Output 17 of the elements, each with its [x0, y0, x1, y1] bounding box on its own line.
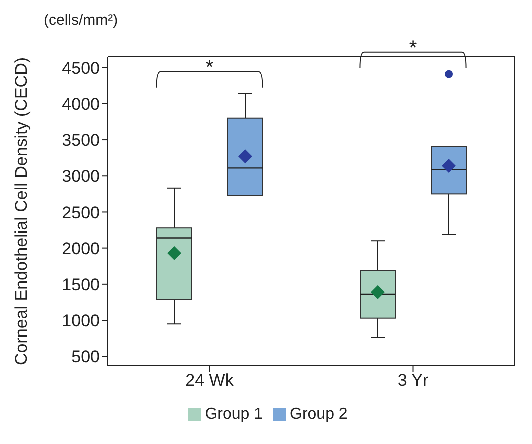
- text: (cells/mm²): [44, 12, 118, 29]
- y-tick-label: 1000: [62, 312, 100, 331]
- y-tick-label: 1500: [62, 275, 100, 294]
- y-tick-label: 2500: [62, 203, 100, 222]
- x-tick-label: 3 Yr: [398, 371, 430, 390]
- y-tick-label: 4000: [62, 94, 100, 114]
- y-tick-label: 3000: [62, 167, 100, 186]
- y-axis-title: Corneal Endothelial Cell Density (CECD): [12, 57, 32, 366]
- y-tick-label: 3500: [62, 131, 100, 150]
- legend-label: Group 2: [290, 406, 348, 423]
- legend-label: Group 1: [205, 406, 263, 423]
- y-tick-label: 2000: [62, 239, 100, 258]
- y-tick-label: 500: [72, 348, 100, 367]
- annotation: *: [206, 56, 214, 79]
- annotation: *: [409, 37, 418, 60]
- y-tick-label: 4500: [62, 58, 100, 78]
- x-tick-label: 24 Wk: [186, 371, 234, 390]
